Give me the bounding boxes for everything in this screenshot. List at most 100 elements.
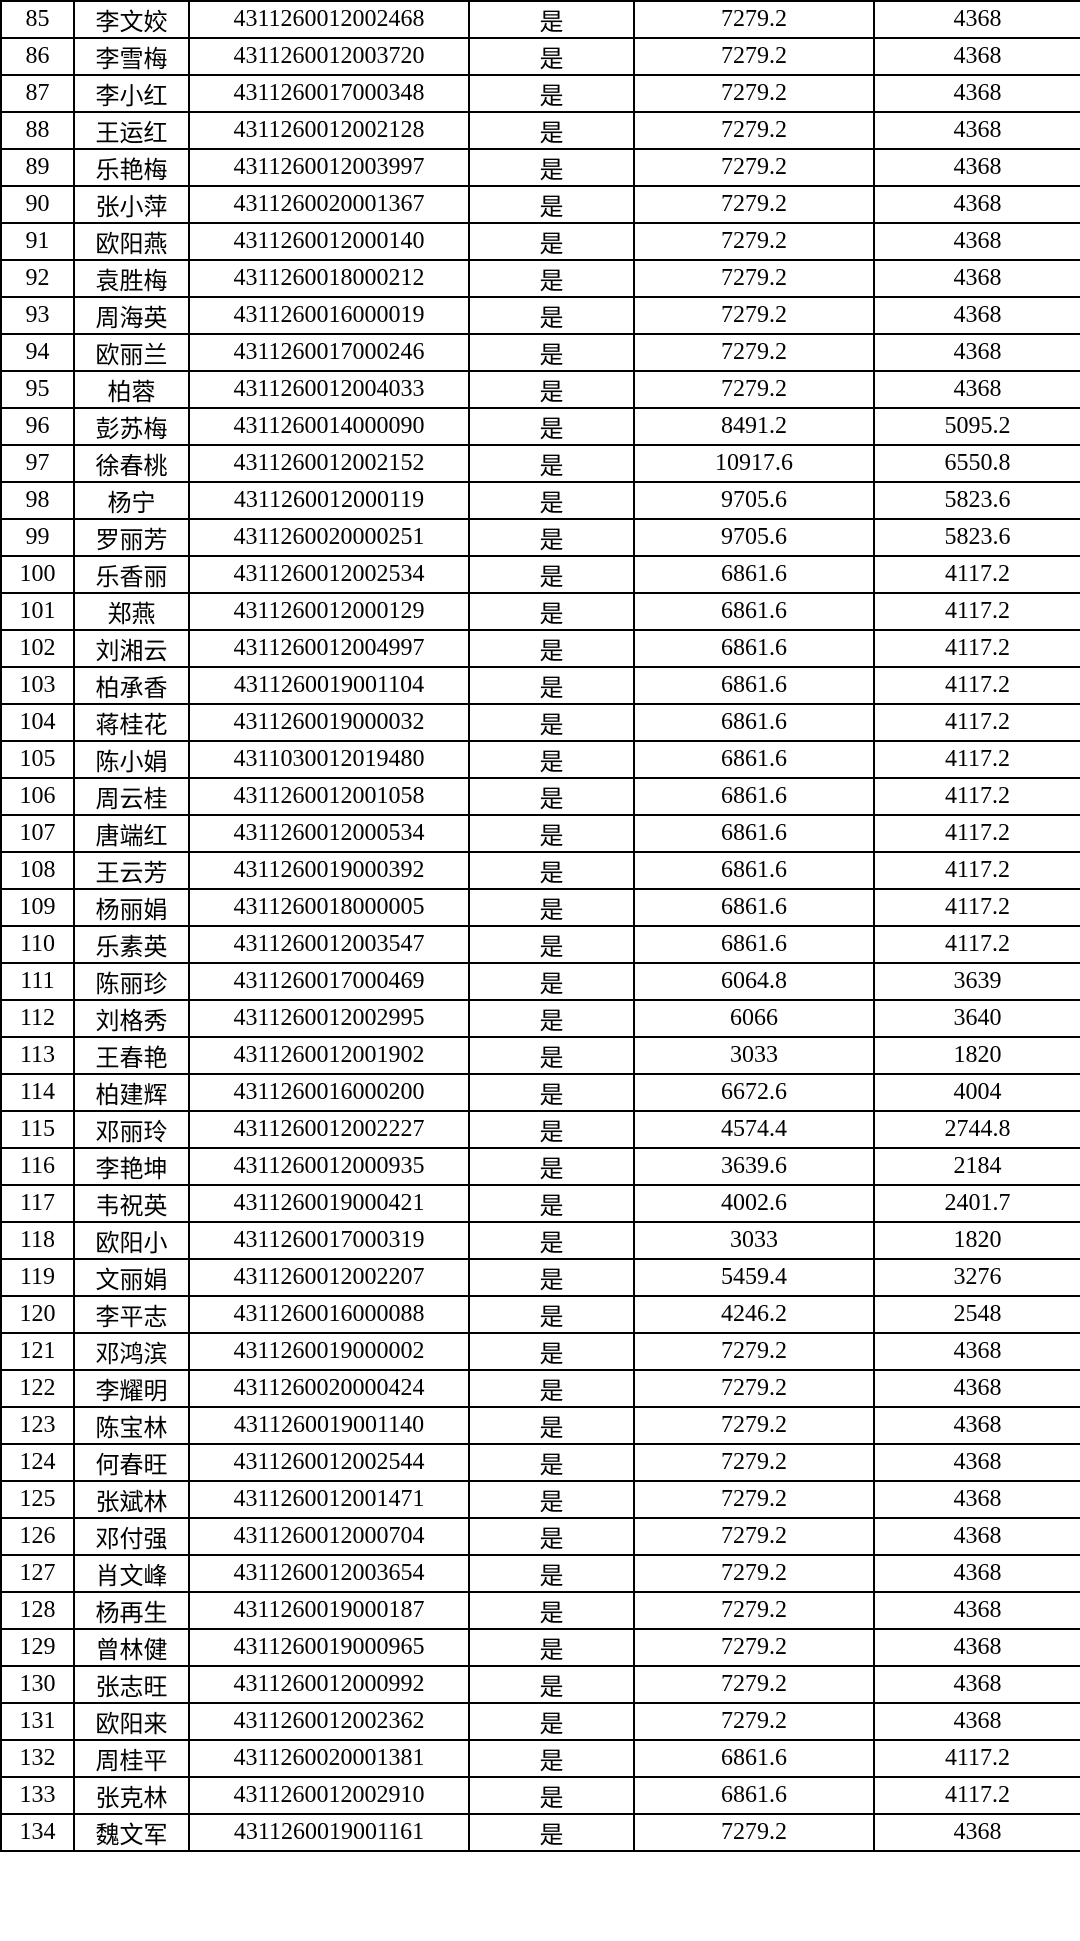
table-cell: 7279.2 <box>634 1333 874 1370</box>
table-row: 116李艳坤4311260012000935是3639.62184 <box>1 1148 1080 1185</box>
table-cell: 126 <box>1 1518 74 1555</box>
table-cell: 陈宝林 <box>74 1407 189 1444</box>
table-cell: 4311260017000246 <box>189 334 469 371</box>
table-cell: 4311260016000088 <box>189 1296 469 1333</box>
table-cell: 4311260012002362 <box>189 1703 469 1740</box>
table-cell: 张克林 <box>74 1777 189 1814</box>
table-cell: 是 <box>469 1333 634 1370</box>
table-cell: 117 <box>1 1185 74 1222</box>
table-row: 130张志旺4311260012000992是7279.24368 <box>1 1666 1080 1703</box>
table-cell: 95 <box>1 371 74 408</box>
table-cell: 4311260012000140 <box>189 223 469 260</box>
table-cell: 是 <box>469 482 634 519</box>
table-cell: 李平志 <box>74 1296 189 1333</box>
table-cell: 郑燕 <box>74 593 189 630</box>
table-cell: 是 <box>469 38 634 75</box>
table-cell: 4117.2 <box>874 926 1080 963</box>
table-cell: 4117.2 <box>874 815 1080 852</box>
table-cell: 蒋桂花 <box>74 704 189 741</box>
table-cell: 7279.2 <box>634 1518 874 1555</box>
table-cell: 4117.2 <box>874 1740 1080 1777</box>
table-cell: 是 <box>469 1555 634 1592</box>
table-cell: 魏文军 <box>74 1814 189 1851</box>
table-cell: 93 <box>1 297 74 334</box>
table-cell: 肖文峰 <box>74 1555 189 1592</box>
table-cell: 是 <box>469 223 634 260</box>
table-cell: 4004 <box>874 1074 1080 1111</box>
table-cell: 105 <box>1 741 74 778</box>
table-cell: 是 <box>469 630 634 667</box>
table-cell: 4368 <box>874 297 1080 334</box>
table-cell: 109 <box>1 889 74 926</box>
table-cell: 4117.2 <box>874 556 1080 593</box>
table-cell: 4311260020001381 <box>189 1740 469 1777</box>
table-cell: 4117.2 <box>874 1777 1080 1814</box>
table-cell: 7279.2 <box>634 75 874 112</box>
table-cell: 4311260012002128 <box>189 112 469 149</box>
table-cell: 罗丽芳 <box>74 519 189 556</box>
table-row: 126邓付强4311260012000704是7279.24368 <box>1 1518 1080 1555</box>
table-cell: 张志旺 <box>74 1666 189 1703</box>
table-cell: 4311260012002152 <box>189 445 469 482</box>
table-cell: 是 <box>469 1148 634 1185</box>
table-row: 89乐艳梅4311260012003997是7279.24368 <box>1 149 1080 186</box>
table-cell: 6861.6 <box>634 667 874 704</box>
table-cell: 是 <box>469 1740 634 1777</box>
table-cell: 6861.6 <box>634 778 874 815</box>
table-cell: 徐春桃 <box>74 445 189 482</box>
table-cell: 是 <box>469 1222 634 1259</box>
table-cell: 4368 <box>874 1 1080 38</box>
table-cell: 4311260012000992 <box>189 1666 469 1703</box>
table-cell: 6861.6 <box>634 1777 874 1814</box>
table-cell: 129 <box>1 1629 74 1666</box>
table-cell: 是 <box>469 1777 634 1814</box>
table-cell: 119 <box>1 1259 74 1296</box>
table-cell: 1820 <box>874 1037 1080 1074</box>
table-cell: 124 <box>1 1444 74 1481</box>
table-cell: 是 <box>469 1592 634 1629</box>
table-cell: 是 <box>469 1444 634 1481</box>
table-cell: 4311260012003547 <box>189 926 469 963</box>
table-cell: 4311260012002534 <box>189 556 469 593</box>
table-cell: 是 <box>469 1518 634 1555</box>
table-cell: 柏承香 <box>74 667 189 704</box>
table-cell: 是 <box>469 260 634 297</box>
table-cell: 周海英 <box>74 297 189 334</box>
table-cell: 是 <box>469 1407 634 1444</box>
table-cell: 刘格秀 <box>74 1000 189 1037</box>
table-row: 96彭苏梅4311260014000090是8491.25095.2 <box>1 408 1080 445</box>
table-cell: 121 <box>1 1333 74 1370</box>
table-cell: 4311260017000319 <box>189 1222 469 1259</box>
table-cell: 是 <box>469 889 634 926</box>
table-cell: 4311260018000212 <box>189 260 469 297</box>
table-cell: 5095.2 <box>874 408 1080 445</box>
table-cell: 李文姣 <box>74 1 189 38</box>
table-cell: 94 <box>1 334 74 371</box>
table-cell: 4311260012000704 <box>189 1518 469 1555</box>
table-cell: 唐端红 <box>74 815 189 852</box>
table-cell: 4311260018000005 <box>189 889 469 926</box>
table-cell: 欧阳燕 <box>74 223 189 260</box>
table-cell: 4368 <box>874 149 1080 186</box>
table-row: 105陈小娟4311030012019480是6861.64117.2 <box>1 741 1080 778</box>
table-cell: 7279.2 <box>634 1629 874 1666</box>
table-body: 85李文姣4311260012002468是7279.2436886李雪梅431… <box>1 1 1080 1851</box>
table-cell: 4368 <box>874 38 1080 75</box>
table-cell: 是 <box>469 1370 634 1407</box>
table-cell: 4368 <box>874 371 1080 408</box>
table-cell: 4246.2 <box>634 1296 874 1333</box>
table-row: 128杨再生4311260019000187是7279.24368 <box>1 1592 1080 1629</box>
table-cell: 柏建辉 <box>74 1074 189 1111</box>
table-cell: 4311260012002207 <box>189 1259 469 1296</box>
table-cell: 4368 <box>874 1703 1080 1740</box>
table-cell: 92 <box>1 260 74 297</box>
data-table: 85李文姣4311260012002468是7279.2436886李雪梅431… <box>0 0 1080 1852</box>
table-cell: 4311260012003654 <box>189 1555 469 1592</box>
table-cell: 4311030012019480 <box>189 741 469 778</box>
table-cell: 114 <box>1 1074 74 1111</box>
table-cell: 102 <box>1 630 74 667</box>
table-cell: 2401.7 <box>874 1185 1080 1222</box>
table-cell: 乐素英 <box>74 926 189 963</box>
table-cell: 7279.2 <box>634 371 874 408</box>
table-cell: 是 <box>469 334 634 371</box>
